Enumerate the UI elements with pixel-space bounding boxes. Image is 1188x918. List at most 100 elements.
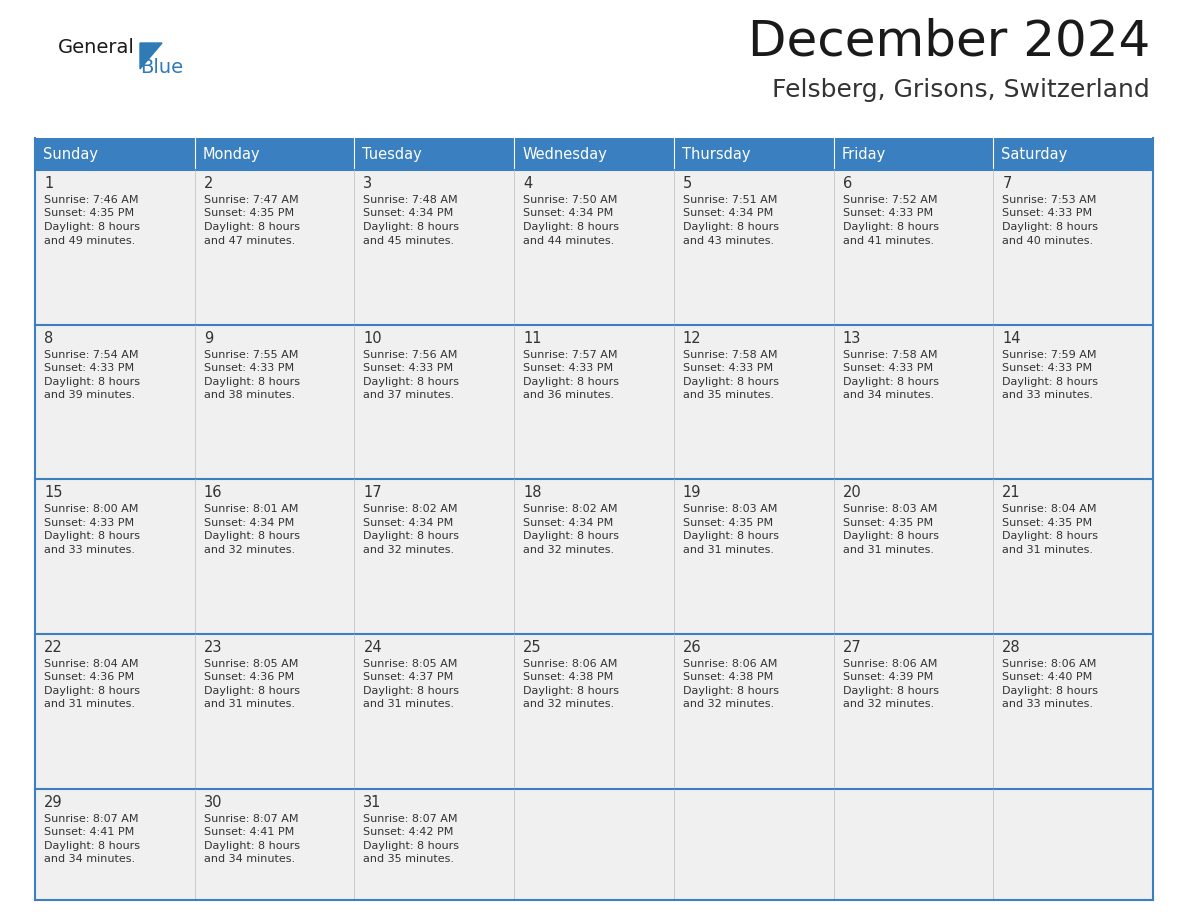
Text: Sunrise: 7:58 AM: Sunrise: 7:58 AM	[842, 350, 937, 360]
Bar	[993, 325, 1154, 479]
Text: Sunrise: 8:01 AM: Sunrise: 8:01 AM	[203, 504, 298, 514]
Text: 11: 11	[523, 330, 542, 346]
Bar	[354, 789, 514, 900]
Text: Felsberg, Grisons, Switzerland: Felsberg, Grisons, Switzerland	[772, 78, 1150, 102]
Text: 10: 10	[364, 330, 383, 346]
Text: Daylight: 8 hours: Daylight: 8 hours	[203, 532, 299, 542]
Text: Daylight: 8 hours: Daylight: 8 hours	[364, 222, 460, 232]
Text: Sunrise: 7:58 AM: Sunrise: 7:58 AM	[683, 350, 777, 360]
Text: and 31 minutes.: and 31 minutes.	[44, 700, 135, 710]
Text: Daylight: 8 hours: Daylight: 8 hours	[842, 532, 939, 542]
Bar	[354, 479, 514, 634]
Bar	[993, 634, 1154, 789]
Text: Sunrise: 8:03 AM: Sunrise: 8:03 AM	[683, 504, 777, 514]
Text: Daylight: 8 hours: Daylight: 8 hours	[1003, 222, 1098, 232]
Text: Sunset: 4:40 PM: Sunset: 4:40 PM	[1003, 673, 1093, 682]
Text: and 38 minutes.: and 38 minutes.	[203, 390, 295, 400]
Text: Sunrise: 7:59 AM: Sunrise: 7:59 AM	[1003, 350, 1097, 360]
Text: Sunrise: 8:06 AM: Sunrise: 8:06 AM	[1003, 659, 1097, 669]
Text: Sunset: 4:34 PM: Sunset: 4:34 PM	[364, 208, 454, 218]
Text: Sunday: Sunday	[43, 147, 97, 162]
Text: Sunrise: 8:07 AM: Sunrise: 8:07 AM	[203, 813, 298, 823]
Text: Daylight: 8 hours: Daylight: 8 hours	[203, 686, 299, 696]
Text: Daylight: 8 hours: Daylight: 8 hours	[523, 222, 619, 232]
Text: Sunrise: 7:48 AM: Sunrise: 7:48 AM	[364, 195, 459, 205]
Text: December 2024: December 2024	[747, 18, 1150, 66]
Text: 16: 16	[203, 486, 222, 500]
Text: and 31 minutes.: and 31 minutes.	[203, 700, 295, 710]
Text: Sunrise: 7:52 AM: Sunrise: 7:52 AM	[842, 195, 937, 205]
Text: Daylight: 8 hours: Daylight: 8 hours	[1003, 376, 1098, 386]
Text: 31: 31	[364, 795, 381, 810]
Text: Sunset: 4:33 PM: Sunset: 4:33 PM	[683, 364, 773, 373]
Text: Sunrise: 8:06 AM: Sunrise: 8:06 AM	[683, 659, 777, 669]
Bar	[514, 325, 674, 479]
Text: Daylight: 8 hours: Daylight: 8 hours	[523, 686, 619, 696]
Text: Sunrise: 8:04 AM: Sunrise: 8:04 AM	[44, 659, 139, 669]
Text: 29: 29	[44, 795, 63, 810]
Text: Daylight: 8 hours: Daylight: 8 hours	[842, 376, 939, 386]
Text: Sunset: 4:34 PM: Sunset: 4:34 PM	[523, 208, 613, 218]
Text: Sunset: 4:33 PM: Sunset: 4:33 PM	[1003, 208, 1093, 218]
Bar	[34, 325, 195, 479]
Bar	[834, 325, 993, 479]
Text: 4: 4	[523, 176, 532, 191]
Text: Daylight: 8 hours: Daylight: 8 hours	[1003, 686, 1098, 696]
Text: Daylight: 8 hours: Daylight: 8 hours	[44, 222, 140, 232]
Text: and 32 minutes.: and 32 minutes.	[364, 544, 455, 554]
Bar	[834, 634, 993, 789]
Bar	[514, 479, 674, 634]
Text: 3: 3	[364, 176, 373, 191]
Text: Daylight: 8 hours: Daylight: 8 hours	[364, 686, 460, 696]
Text: Sunrise: 7:51 AM: Sunrise: 7:51 AM	[683, 195, 777, 205]
Text: and 45 minutes.: and 45 minutes.	[364, 236, 455, 245]
Text: 20: 20	[842, 486, 861, 500]
Text: 9: 9	[203, 330, 213, 346]
Text: and 33 minutes.: and 33 minutes.	[1003, 700, 1093, 710]
Text: Sunset: 4:33 PM: Sunset: 4:33 PM	[44, 364, 134, 373]
Bar	[514, 634, 674, 789]
Text: 19: 19	[683, 486, 701, 500]
Bar	[993, 479, 1154, 634]
Text: Sunset: 4:35 PM: Sunset: 4:35 PM	[44, 208, 134, 218]
Text: Sunset: 4:39 PM: Sunset: 4:39 PM	[842, 673, 933, 682]
Text: 1: 1	[44, 176, 53, 191]
Text: and 34 minutes.: and 34 minutes.	[842, 390, 934, 400]
Text: Daylight: 8 hours: Daylight: 8 hours	[683, 532, 779, 542]
Bar	[354, 170, 514, 325]
Text: and 35 minutes.: and 35 minutes.	[683, 390, 773, 400]
Text: Sunrise: 8:02 AM: Sunrise: 8:02 AM	[364, 504, 457, 514]
Polygon shape	[140, 43, 162, 69]
Text: and 47 minutes.: and 47 minutes.	[203, 236, 295, 245]
Text: Thursday: Thursday	[682, 147, 751, 162]
Text: Daylight: 8 hours: Daylight: 8 hours	[44, 686, 140, 696]
Text: Sunrise: 7:54 AM: Sunrise: 7:54 AM	[44, 350, 139, 360]
Text: 28: 28	[1003, 640, 1020, 655]
Text: and 32 minutes.: and 32 minutes.	[523, 544, 614, 554]
Bar	[34, 789, 195, 900]
Text: Sunset: 4:34 PM: Sunset: 4:34 PM	[683, 208, 773, 218]
Text: Sunset: 4:41 PM: Sunset: 4:41 PM	[44, 827, 134, 837]
Text: Sunset: 4:42 PM: Sunset: 4:42 PM	[364, 827, 454, 837]
Text: Daylight: 8 hours: Daylight: 8 hours	[523, 376, 619, 386]
Text: and 31 minutes.: and 31 minutes.	[364, 700, 455, 710]
Text: Daylight: 8 hours: Daylight: 8 hours	[364, 841, 460, 851]
Text: 18: 18	[523, 486, 542, 500]
Bar	[514, 789, 674, 900]
Text: Daylight: 8 hours: Daylight: 8 hours	[44, 532, 140, 542]
Text: 15: 15	[44, 486, 63, 500]
Text: Daylight: 8 hours: Daylight: 8 hours	[203, 376, 299, 386]
Text: Sunrise: 8:07 AM: Sunrise: 8:07 AM	[364, 813, 457, 823]
Text: Sunset: 4:36 PM: Sunset: 4:36 PM	[44, 673, 134, 682]
Text: Daylight: 8 hours: Daylight: 8 hours	[842, 222, 939, 232]
Bar	[993, 789, 1154, 900]
Text: 17: 17	[364, 486, 383, 500]
Text: and 34 minutes.: and 34 minutes.	[44, 854, 135, 864]
Bar	[195, 479, 354, 634]
Text: Daylight: 8 hours: Daylight: 8 hours	[683, 376, 779, 386]
Text: and 35 minutes.: and 35 minutes.	[364, 854, 455, 864]
Text: 2: 2	[203, 176, 213, 191]
Text: 5: 5	[683, 176, 693, 191]
Text: Daylight: 8 hours: Daylight: 8 hours	[842, 686, 939, 696]
Bar	[34, 479, 195, 634]
